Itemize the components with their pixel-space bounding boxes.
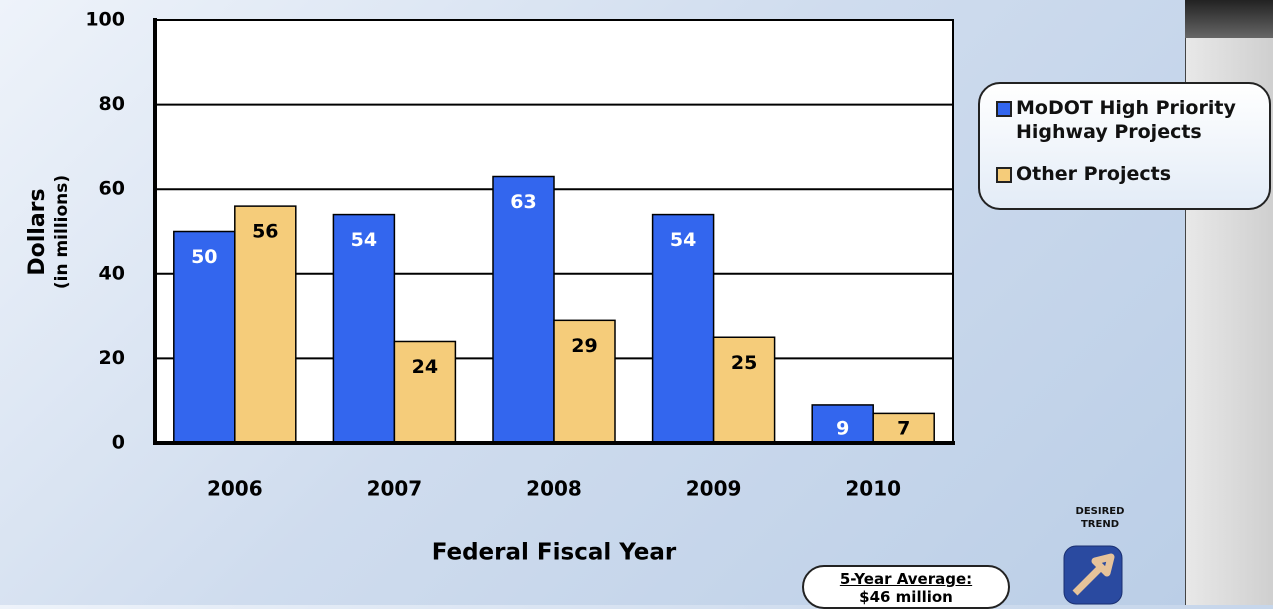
bar bbox=[872, 412, 935, 444]
value-label: 7 bbox=[897, 418, 910, 440]
legend: MoDOT High Priority Highway Projects Othe… bbox=[978, 82, 1271, 210]
value-label: 54 bbox=[351, 229, 377, 251]
value-label: 54 bbox=[670, 229, 696, 251]
y-tick-label: 60 bbox=[99, 178, 125, 200]
value-label: 29 bbox=[571, 335, 597, 357]
x-axis-title: Federal Fiscal Year bbox=[432, 540, 677, 566]
bar bbox=[492, 175, 555, 444]
y-axis-title: Dollars bbox=[25, 188, 50, 275]
value-label: 24 bbox=[412, 356, 438, 378]
legend-item: Other Projects bbox=[996, 162, 1259, 186]
x-tick-label: 2010 bbox=[845, 477, 901, 501]
y-tick-label: 100 bbox=[85, 9, 125, 31]
value-label: 9 bbox=[836, 418, 849, 440]
x-tick-label: 2007 bbox=[367, 477, 423, 501]
legend-swatch bbox=[996, 101, 1012, 117]
value-label: 56 bbox=[252, 221, 278, 243]
legend-label: MoDOT High Priority Highway Projects bbox=[1016, 97, 1236, 143]
y-tick-label: 20 bbox=[99, 347, 125, 369]
legend-label: Other Projects bbox=[1016, 163, 1172, 185]
y-axis-subtitle: (in millions) bbox=[52, 175, 72, 289]
legend-item: MoDOT High Priority Highway Projects bbox=[996, 96, 1259, 144]
value-label: 25 bbox=[731, 352, 757, 374]
bars: 50 56 54 24 63 29 54 25 9 7 bbox=[173, 175, 935, 444]
average-box: 5-Year Average: $46 million bbox=[802, 565, 1010, 609]
value-label: 50 bbox=[191, 246, 217, 268]
bar bbox=[332, 213, 396, 444]
average-title: 5-Year Average: bbox=[839, 570, 973, 588]
trend-icon bbox=[1063, 545, 1123, 605]
legend-swatch bbox=[996, 167, 1012, 183]
x-tick-label: 2008 bbox=[526, 477, 582, 501]
x-tick-label: 2009 bbox=[686, 477, 742, 501]
value-label: 63 bbox=[510, 191, 536, 213]
bar bbox=[651, 213, 715, 444]
bar bbox=[712, 336, 776, 444]
average-value: $46 million bbox=[859, 588, 953, 606]
y-tick-label: 0 bbox=[112, 432, 125, 454]
trend-label: DESIRED TREND bbox=[1075, 506, 1125, 530]
side-panel-image bbox=[1185, 0, 1273, 38]
bar bbox=[234, 205, 297, 444]
y-tick-label: 40 bbox=[99, 262, 125, 284]
x-tick-label: 2006 bbox=[207, 477, 263, 501]
bar bbox=[553, 319, 616, 444]
y-tick-label: 80 bbox=[99, 93, 125, 115]
